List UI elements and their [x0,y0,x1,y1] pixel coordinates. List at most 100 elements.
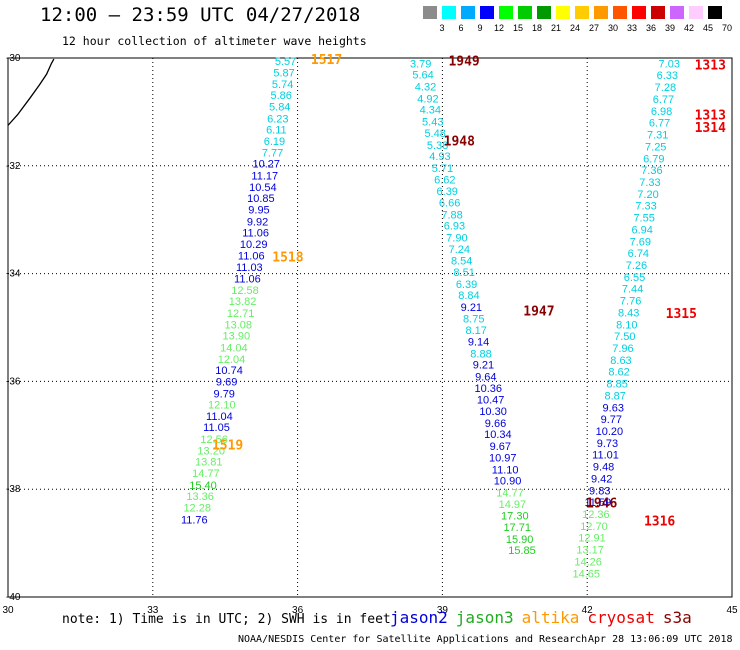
wave-height-value: 6.94 [632,224,653,236]
wave-height-value: 15.90 [506,534,534,546]
pass-label: 1313 [695,109,726,124]
wave-height-value: 12.91 [578,533,606,545]
wave-height-value: 3.79 [410,58,431,70]
x-tick-label: 45 [726,605,738,616]
legend-item-jason3: jason3 [455,608,514,627]
wave-height-value: 7.69 [630,236,651,248]
wave-height-value: 6.11 [266,125,287,137]
x-tick-label: 33 [147,605,159,616]
wave-height-value: 7.03 [659,58,680,70]
wave-height-value: 9.73 [597,438,618,450]
wave-height-value: 11.17 [251,171,278,183]
plot-frame [7,57,733,598]
wave-height-value: 7.88 [441,209,462,221]
pass-label: 1946 [586,497,617,512]
wave-height-value: 7.33 [635,201,656,213]
scale-swatch [499,6,513,19]
page-subtitle: 12 hour collection of altimeter wave hei… [62,34,367,48]
wave-height-value: 8.85 [606,379,627,391]
wave-height-value: 9.63 [603,402,624,414]
scale-label: 30 [607,23,618,33]
legend-item-jason2: jason2 [390,608,448,627]
wave-height-value: 8.10 [616,319,637,331]
wave-height-value: 7.96 [612,343,633,355]
y-tick-label: -32 [6,161,21,172]
page-title: 12:00 – 23:59 UTC 04/27/2018 [40,4,361,26]
wave-height-value: 11.01 [592,450,619,462]
wave-height-value: 7.44 [622,284,643,296]
wave-height-value: 9.95 [248,204,269,216]
wave-height-value: 6.98 [651,106,672,118]
wave-height-value: 10.34 [484,429,512,441]
pass-label: 1313 [695,58,726,73]
wave-height-value: 17.30 [501,511,529,523]
wave-height-value: 12.10 [208,400,236,412]
wave-height-value: 6.33 [657,70,678,82]
wave-height-value: 6.55 [624,272,645,284]
wave-height-value: 9.69 [216,376,237,388]
wave-height-value: 11.06 [242,228,269,240]
scale-swatch [423,6,437,19]
wave-height-value: 14.04 [220,342,248,354]
wave-height-value: 5.57 [275,56,296,68]
wave-height-value: 9.66 [485,418,506,430]
wave-height-value: 9.77 [601,414,622,426]
scale-label: 9 [477,23,483,33]
wave-height-value: 6.23 [267,113,288,125]
wave-height-value: 5.43 [422,117,443,129]
x-tick-label: 36 [292,605,304,616]
wave-height-value: 13.82 [229,296,257,308]
wave-height-value: 8.62 [608,367,629,379]
wave-height-value: 9.64 [475,372,496,384]
pass-label: 1947 [523,304,554,319]
scale-swatch [594,6,608,19]
wave-height-value: 9.79 [214,388,235,400]
wave-height-value: 5.48 [424,128,445,140]
scale-swatch [575,6,589,19]
wave-height-value: 9.14 [468,337,489,349]
wave-height-value: 9.21 [461,302,482,314]
pass-label: 1316 [644,514,675,529]
x-tick-label: 39 [437,605,449,616]
scale-label: 70 [721,23,732,33]
wave-height-value: 8.63 [610,355,631,367]
wave-height-value: 5.64 [412,70,433,82]
wave-height-value: 12.70 [580,521,608,533]
timestamp-text: Apr 28 13:06:09 UTC 2018 [588,634,733,645]
wave-height-value: 6.62 [434,174,455,186]
wave-height-value: 14.97 [499,499,527,511]
scale-swatch [537,6,551,19]
pass-label: 1948 [444,134,475,149]
wave-height-value: 8.84 [458,290,479,302]
wave-height-value: 11.06 [238,250,265,262]
wave-height-value: 12.36 [582,509,610,521]
wave-height-value: 14.77 [496,487,524,499]
wave-height-value: 15.85 [508,545,536,557]
wave-height-value: 7.28 [655,82,676,94]
wave-height-value: 12.04 [218,354,246,366]
wave-height-value: 4.93 [429,151,450,163]
wave-height-value: 5.71 [432,163,453,175]
scale-swatch [461,6,475,19]
wave-height-value: 9.83 [589,485,610,497]
wave-height-value: 9.92 [247,216,268,228]
wave-height-value: 8.87 [604,390,625,402]
wave-height-value: 12.58 [231,285,259,297]
wave-height-value: 10.36 [474,383,502,395]
wave-height-value: 11.04 [206,411,233,423]
wave-height-value: 14.77 [192,468,220,480]
scale-swatch [442,6,456,19]
legend-item-s3a: s3a [662,608,692,627]
scale-label: 18 [531,23,542,33]
wave-height-value: 14.65 [572,568,600,580]
wave-height-value: 6.77 [653,94,674,106]
wave-height-value: 9.21 [473,360,494,372]
wave-height-value: 10.85 [247,193,275,205]
wave-height-value: 17.71 [503,522,531,534]
wave-height-value: 7.26 [626,260,647,272]
scale-swatch [613,6,627,19]
wave-height-value: 14.26 [574,556,602,568]
wave-height-value: 10.97 [489,452,517,464]
wave-height-value: 11.59 [584,497,611,509]
wave-height-value: 13.90 [223,331,251,343]
